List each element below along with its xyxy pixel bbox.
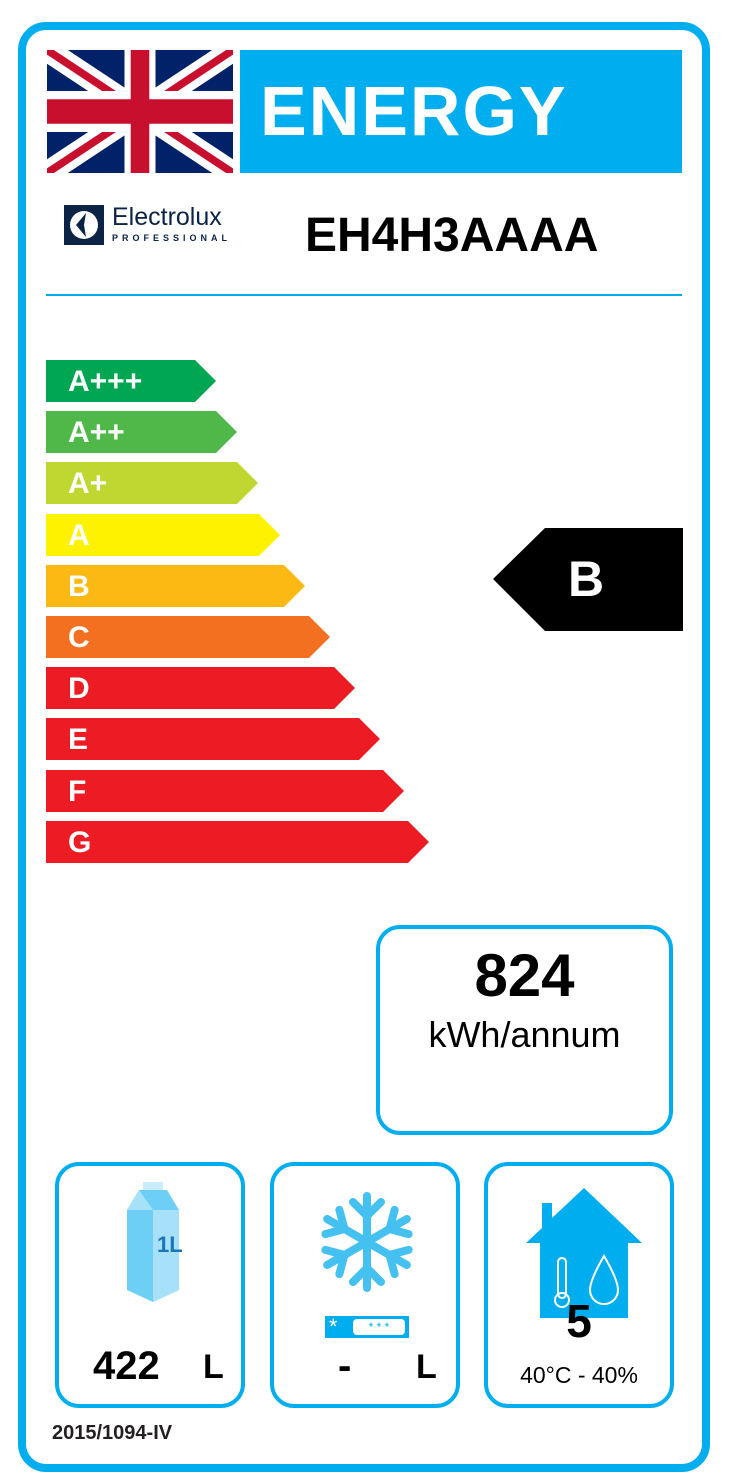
svg-text:1L: 1L (157, 1232, 183, 1257)
uk-flag-icon (47, 50, 233, 173)
energy-banner: ENERGY (240, 50, 682, 173)
snowflake-icon (317, 1192, 417, 1292)
energy-class-bar: A (46, 513, 280, 556)
climate-box: 5 40°C - 40% (484, 1162, 674, 1408)
milk-carton-icon: 1L (127, 1182, 183, 1302)
energy-class-label: A (68, 518, 90, 552)
electrolux-logo-icon (64, 205, 104, 245)
house-climate-icon (526, 1188, 642, 1318)
frozen-value: - (338, 1344, 352, 1388)
volume-box: 1L 422 L (55, 1162, 245, 1408)
energy-class-bar: G (46, 820, 429, 863)
energy-class-bar: C (46, 616, 330, 658)
frozen-box: * * * * - L (270, 1162, 460, 1408)
climate-class: 5 (566, 1295, 592, 1347)
energy-class-label: A+ (68, 467, 108, 501)
freezer-star-icon: * * * * (325, 1314, 409, 1339)
energy-class-bar: F (46, 769, 404, 812)
consumption-value: 824 (474, 942, 575, 1009)
consumption-box: 824 kWh/annum (376, 925, 673, 1135)
energy-class-label: C (68, 621, 90, 654)
energy-class-bar: D (46, 667, 355, 710)
volume-unit: L (203, 1348, 224, 1386)
climate-conditions: 40°C - 40% (520, 1362, 638, 1388)
energy-class-label: B (68, 569, 90, 603)
regulation-reference: 2015/1094-IV (52, 1422, 173, 1444)
volume-value: 422 (93, 1344, 160, 1388)
energy-class-label: E (68, 723, 89, 757)
energy-class-label: A+++ (68, 365, 143, 398)
consumption-unit: kWh/annum (428, 1014, 621, 1055)
brand-sub: PROFESSIONAL (112, 233, 232, 243)
model-number: EH4H3AAAA (305, 209, 599, 262)
rating-class: B (568, 551, 605, 607)
energy-class-label: D (68, 672, 90, 706)
divider (46, 294, 682, 296)
energy-class-label: G (68, 825, 92, 859)
frozen-unit: L (416, 1348, 437, 1386)
energy-class-bar: A++ (46, 411, 237, 454)
label-frame (18, 22, 710, 1472)
brand-name: Electrolux (112, 203, 222, 231)
energy-class-bar: A+ (46, 462, 258, 505)
energy-class-bar: E (46, 718, 380, 761)
energy-class-bar: A+++ (46, 360, 216, 402)
rating-arrow: B (493, 528, 683, 631)
energy-class-bar: B (46, 564, 305, 607)
energy-class-label: A++ (68, 416, 125, 450)
energy-class-label: F (68, 774, 87, 808)
